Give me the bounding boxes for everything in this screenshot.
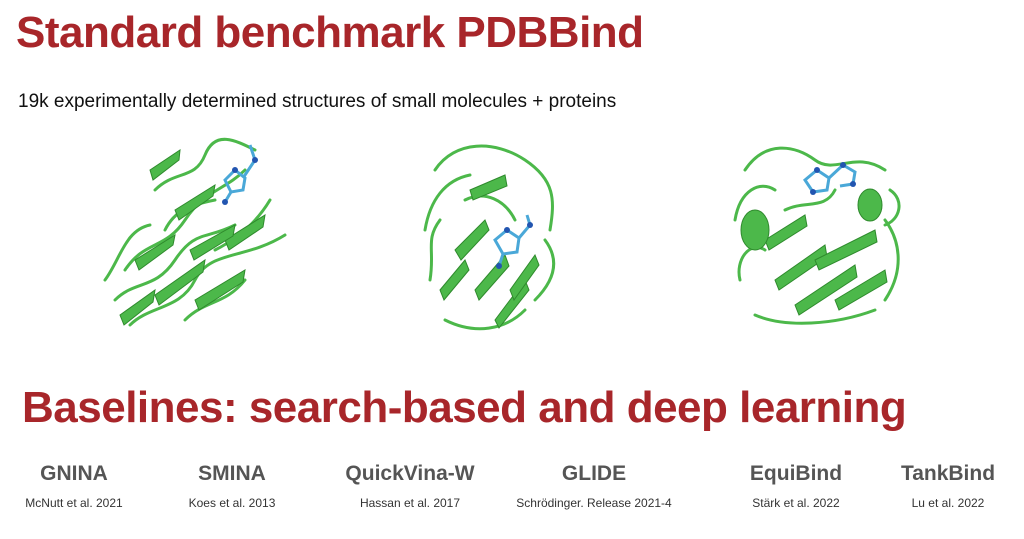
baseline-name: GLIDE bbox=[561, 462, 627, 485]
baseline-name: GNINA bbox=[40, 462, 108, 485]
protein-structure-3-image bbox=[733, 146, 901, 325]
baseline-name: SMINA bbox=[198, 462, 266, 485]
baseline-citation: Lu et al. 2022 bbox=[911, 496, 985, 510]
protein-structures-row bbox=[0, 130, 1024, 345]
baseline-citation: Koes et al. 2013 bbox=[188, 496, 276, 510]
baselines-heading: Baselines: search-based and deep learnin… bbox=[22, 383, 907, 432]
baseline-citation: Stärk et al. 2022 bbox=[752, 496, 840, 510]
baselines-row: GNINA McNutt et al. 2021 SMINA Koes et a… bbox=[0, 462, 1024, 522]
baseline-glide: GLIDE Schrödinger. Release 2021-4 bbox=[516, 462, 671, 510]
baseline-name: EquiBind bbox=[749, 462, 843, 485]
baseline-citation: McNutt et al. 2021 bbox=[25, 496, 123, 510]
baseline-citation: Schrödinger. Release 2021-4 bbox=[516, 496, 672, 510]
slide-subtitle: 19k experimentally determined structures… bbox=[18, 91, 617, 112]
slide-title: Standard benchmark PDBBind bbox=[16, 8, 644, 57]
baseline-smina: SMINA Koes et al. 2013 bbox=[189, 462, 276, 510]
baseline-name: QuickVina-W bbox=[345, 462, 475, 485]
baseline-quickvina-w: QuickVina-W Hassan et al. 2017 bbox=[345, 462, 474, 510]
baseline-gnina: GNINA McNutt et al. 2021 bbox=[25, 462, 122, 510]
baseline-tankbind: TankBind Lu et al. 2022 bbox=[901, 462, 995, 510]
protein-structure-1-image bbox=[103, 137, 287, 327]
baseline-name: TankBind bbox=[900, 462, 996, 485]
baseline-equibind: EquiBind Stärk et al. 2022 bbox=[750, 462, 842, 510]
baseline-citation: Hassan et al. 2017 bbox=[359, 496, 461, 510]
protein-structure-2-image bbox=[423, 144, 556, 331]
